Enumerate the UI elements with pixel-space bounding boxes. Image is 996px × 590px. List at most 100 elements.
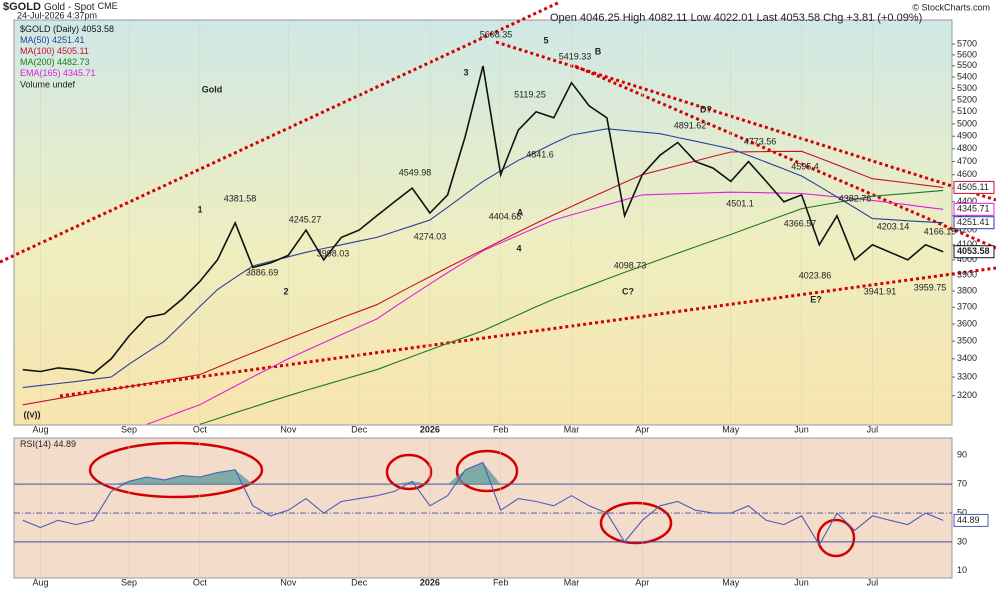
legend-value: 4053.58 [82, 24, 115, 34]
value-box [953, 180, 995, 194]
value-box [953, 202, 995, 216]
legend-name: MA(200) [20, 57, 55, 67]
rsi-tick-label: 90 [957, 450, 967, 460]
y-tick-label: 3800 [957, 285, 977, 295]
y-tick-label: 3400 [957, 353, 977, 363]
value-box-label: 4053.58 [957, 246, 990, 256]
x-tick-label: Sep [121, 577, 137, 587]
x-tick-label: Nov [280, 577, 297, 587]
price-label: 4549.98 [399, 167, 432, 177]
y-tick-label: 4400 [957, 196, 977, 206]
price-label: 4381.58 [224, 193, 257, 203]
title: $GOLD Gold - Spot CME [3, 1, 118, 13]
series-line [22, 65, 944, 375]
x-tick-label: 2026 [420, 424, 440, 434]
annotation: ((v)) [24, 409, 41, 419]
x-tick-label: Mar [564, 577, 580, 587]
price-label: 5608.35 [480, 29, 513, 39]
series-line [199, 189, 944, 425]
y-tick-label: 4600 [957, 169, 977, 179]
price-label: 5419.33 [559, 51, 592, 61]
rsi-panel [13, 437, 953, 579]
rsi-tick-label: 10 [957, 565, 967, 575]
price-label: 4166.19 [924, 226, 957, 236]
y-tick-label: 3500 [957, 336, 977, 346]
legend-value: 4482.73 [57, 57, 90, 67]
value-box [953, 216, 995, 230]
legend-name: $GOLD (Daily) [20, 24, 79, 34]
legend-entry: MA(100) 4505.11 [20, 46, 89, 56]
x-tick-label: Aug [33, 424, 49, 434]
annotation: B [595, 46, 602, 56]
price-label: 4382.76 [839, 193, 872, 203]
legend-name: MA(50) [20, 35, 50, 45]
legend-name: EMA(165) [20, 68, 61, 78]
annotation: A [517, 207, 524, 217]
price-label: 4404.68 [489, 211, 522, 221]
rsi-tick-label: 50 [957, 507, 967, 517]
x-tick-label: 2026 [420, 577, 440, 587]
x-tick-label: Feb [493, 424, 509, 434]
x-tick-label: Jul [867, 577, 879, 587]
y-tick-label: 4700 [957, 156, 977, 166]
date: 24-Jul-2026 4:37pm [17, 10, 97, 20]
y-tick-label: 4100 [957, 239, 977, 249]
price-label: 3959.75 [914, 282, 947, 292]
price-label: 3998.03 [317, 248, 350, 258]
legend-entry: MA(200) 4482.73 [20, 57, 90, 67]
y-tick-label: 5400 [957, 71, 977, 81]
legend-name: MA(100) [20, 46, 55, 56]
rsi-label: RSI(14) 44.89 [20, 439, 76, 449]
annotation: 2 [283, 286, 288, 296]
value-box-label: 4345.71 [957, 204, 990, 214]
annotation: D? [700, 104, 712, 114]
x-tick-label: Oct [193, 424, 208, 434]
rsi-value: 44.89 [54, 439, 77, 449]
series-line [146, 191, 944, 425]
value-box [953, 513, 989, 527]
price-label: 4203.14 [877, 221, 910, 231]
series-line [22, 150, 944, 406]
price-label: 4891.62 [674, 120, 707, 130]
x-tick-label: Jun [794, 424, 809, 434]
y-tick-label: 5700 [957, 38, 977, 48]
rsi-highlights [88, 441, 856, 558]
y-tick-label: 4800 [957, 143, 977, 153]
y-tick-label: 4900 [957, 131, 977, 141]
price-label: 4023.86 [799, 270, 832, 280]
price-label: 4245.27 [289, 214, 322, 224]
rsi-tick-label: 70 [957, 479, 967, 489]
value-box-label: 4505.11 [957, 182, 989, 192]
series-line [22, 128, 944, 389]
rsi-name: RSI(14) [20, 439, 51, 449]
price-panel [13, 19, 953, 426]
x-tick-label: May [722, 577, 740, 587]
price-label: 4366.57 [784, 218, 817, 228]
x-tick-label: Aug [33, 577, 49, 587]
x-tick-label: Nov [280, 424, 297, 434]
y-tick-label: 3200 [957, 390, 977, 400]
x-tick-label: Mar [564, 424, 580, 434]
annotation: 3 [463, 67, 468, 77]
price-label: 4841.6 [526, 149, 554, 159]
price-label: 3941.91 [864, 286, 897, 296]
x-tick-label: May [722, 424, 740, 434]
y-tick-label: 3900 [957, 270, 977, 280]
y-tick-label: 5600 [957, 49, 977, 59]
quote: Open 4046.25 High 4082.11 Low 4022.01 La… [550, 12, 922, 24]
rsi-tick-label: 30 [957, 536, 967, 546]
price-label: 3886.69 [246, 267, 279, 277]
annotation: Gold [202, 84, 223, 94]
annotation: 4 [516, 243, 521, 253]
value-box [953, 245, 995, 259]
series-line [22, 461, 944, 546]
x-tick-label: Oct [193, 577, 208, 587]
value-box-label: 4251.41 [957, 217, 990, 227]
price-label: 4773.56 [744, 136, 777, 146]
y-tick-label: 3600 [957, 318, 977, 328]
volume-note: Volume undef [20, 79, 76, 89]
price-label: 5119.25 [514, 89, 546, 99]
trend-lines [0, 0, 996, 398]
y-tick-label: 5100 [957, 106, 977, 116]
